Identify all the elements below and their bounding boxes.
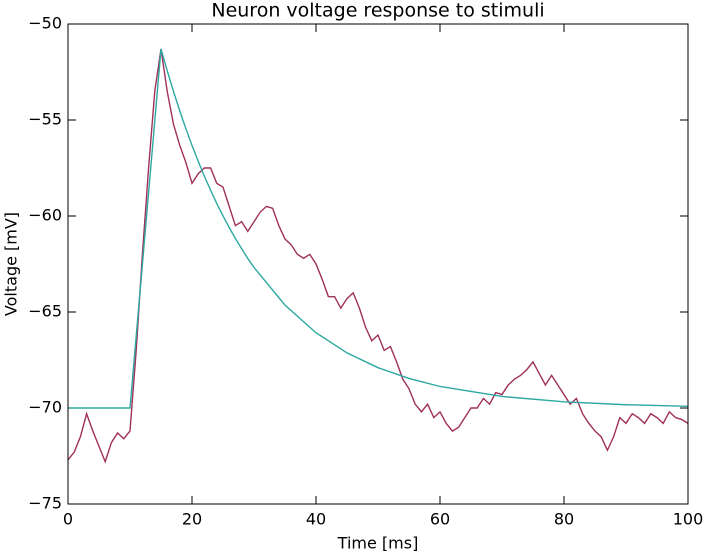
x-tick-label: 0 [63,510,73,529]
x-tick-label: 60 [430,510,450,529]
y-tick-label: −60 [28,206,62,225]
chart-title: Neuron voltage response to stimuli [211,0,544,22]
data-line [68,48,689,409]
y-tick-label: −65 [28,302,62,321]
y-tick-label: −55 [28,110,62,129]
x-tick-label: 20 [182,510,202,529]
x-tick-label: 100 [673,510,704,529]
y-axis-label: Voltage [mV] [2,212,21,316]
x-axis-label: Time [ms] [337,534,419,553]
plot-frame [67,23,689,505]
x-tick-label: 80 [554,510,574,529]
data-line [67,48,689,464]
y-tick-label: −50 [28,14,62,33]
y-tick-label: −75 [28,494,62,513]
y-tick-label: −70 [28,398,62,417]
x-tick-label: 40 [306,510,326,529]
